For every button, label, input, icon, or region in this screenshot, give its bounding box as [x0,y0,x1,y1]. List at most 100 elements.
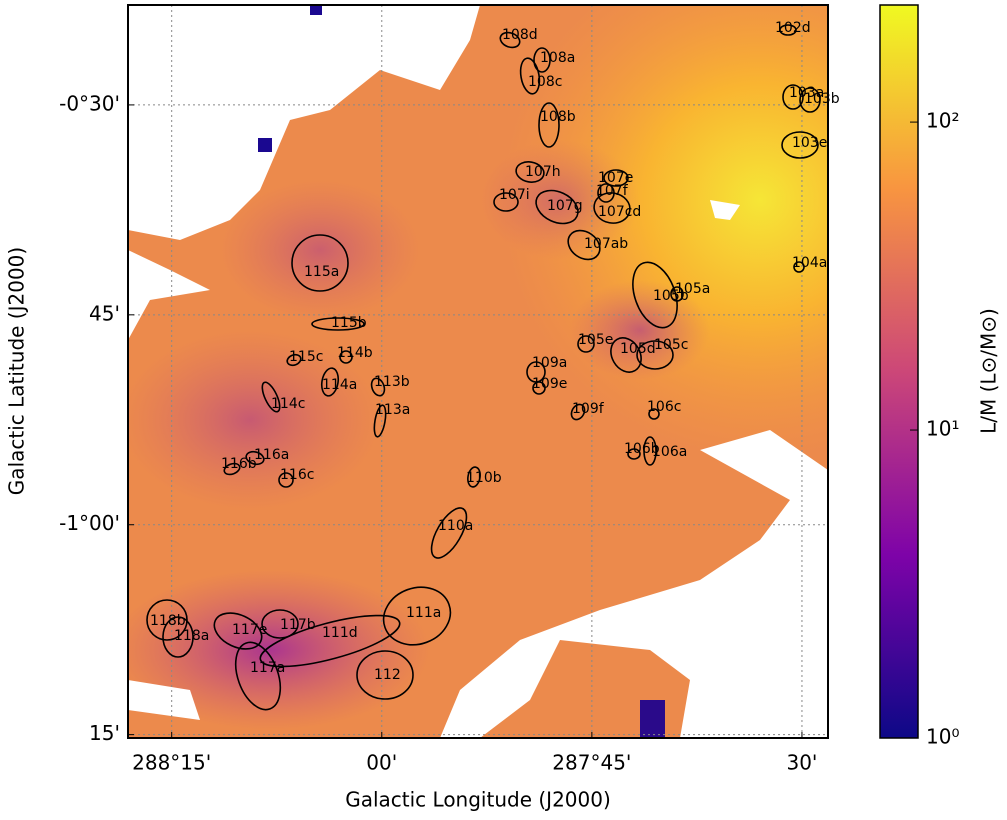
source-label: 115b [331,315,367,331]
source-label: 107ab [584,236,628,252]
source-ellipse [259,614,401,668]
colorbar-tick-label: 10² [926,109,959,133]
source-label: 108d [502,27,538,43]
source-ellipse [286,353,302,367]
source-ellipse [320,367,340,397]
x-axis-label: Galactic Longitude (J2000) [345,788,611,812]
colorbar-tick-label: 10⁰ [926,725,959,749]
x-tick-label: 288°15' [132,751,211,775]
source-label: 115c [289,349,323,365]
source-label: 105e [578,332,613,348]
source-ellipse [261,381,281,413]
source-label: 109a [532,355,567,371]
x-tick-label: 287°45' [552,751,631,775]
source-ellipse [610,337,642,373]
source-ellipse [261,609,299,639]
source-ellipse [162,616,194,658]
source-label: 108c [528,74,562,90]
source-label: 105a [675,281,710,297]
y-tick-label: -0°30' [59,91,120,115]
source-label: 117b [280,617,316,633]
source-label: 102d [775,20,811,36]
source-label: 117a [250,660,285,676]
source-label: 118a [174,628,209,644]
source-ellipse [627,448,641,460]
source-label: 108b [540,109,576,125]
source-ellipse [593,192,631,224]
source-ellipse [213,612,263,650]
source-label: 114c [271,396,305,412]
source-ellipse [223,462,241,476]
source-ellipse [779,24,797,36]
source-label: 112 [374,667,401,683]
source-ellipse [430,507,468,559]
source-label: 115a [304,264,339,280]
source-ellipse [382,586,452,646]
y-tick-label: 45' [89,301,120,325]
source-ellipse [373,404,387,438]
source-label: 111d [322,625,358,641]
source-ellipse [782,84,804,110]
source-label: 116c [280,467,314,483]
source-ellipse [603,169,629,187]
source-label: 114b [337,345,373,361]
source-label: 111a [406,605,441,621]
source-label: 107e [598,170,633,186]
source-ellipse [291,234,349,292]
x-tick-label: 00' [366,751,397,775]
source-label: 116b [221,456,257,472]
map-image [128,5,828,738]
source-ellipse [515,161,545,183]
x-tick-label: 30' [786,751,817,775]
colorbar-tick-label: 10¹ [926,417,959,441]
source-ellipse [570,403,586,421]
source-label: 113b [374,374,410,390]
y-tick-label: -1°00' [59,511,120,535]
source-label: 110a [438,518,473,534]
source-ellipse [339,350,353,364]
source-ellipse [370,377,386,397]
source-ellipse [245,450,265,466]
source-ellipse [519,57,541,95]
source-label: 103e [792,135,827,151]
source-ellipse [467,466,481,488]
source-label: 114a [322,377,357,393]
source-label: 106c [647,399,681,415]
source-label: 108a [540,50,575,66]
source-label: 105b [653,288,689,304]
source-ellipse [234,641,282,711]
source-label: 104a [792,255,827,271]
source-label: 107h [525,164,561,180]
source-ellipse [538,102,560,148]
source-ellipse [577,335,595,353]
colorbar-label: L/M (L⊙/M⊙) [977,308,1001,434]
source-label: 118b [150,613,186,629]
source-ellipse [793,261,805,273]
source-label: 109e [532,376,567,392]
source-ellipse [670,286,684,302]
source-label: 107cd [598,204,641,220]
source-label: 103b [804,91,840,107]
source-ellipse [499,31,521,49]
source-ellipse [781,131,819,159]
source-ellipse [799,87,821,113]
source-label: 107i [499,187,530,203]
source-ellipse [311,317,365,331]
source-label: 109f [572,401,605,417]
source-ellipse [278,472,294,488]
source-label: 106a [652,444,687,460]
source-label: 106b [624,441,660,457]
source-ellipse [648,408,660,420]
source-ellipse [532,381,546,395]
plot-frame [127,4,829,739]
source-ellipse [567,229,601,261]
source-label: 117e [232,622,267,638]
source-ellipse [533,47,551,73]
source-label: 113a [375,402,410,418]
y-axis-label: Galactic Latitude (J2000) [5,247,29,495]
source-ellipse [643,436,657,466]
source-ellipse [535,189,579,225]
source-ellipse [636,340,674,370]
